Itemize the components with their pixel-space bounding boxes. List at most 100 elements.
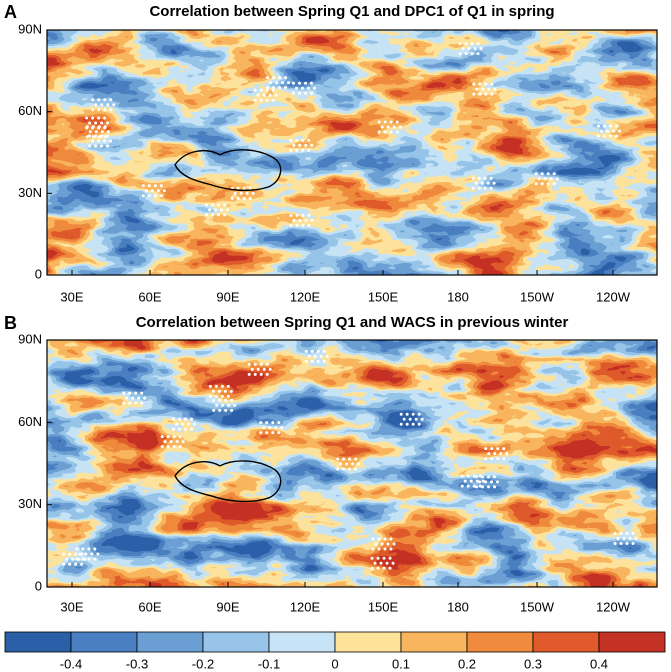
- colorbar-box: [532, 631, 600, 653]
- significance-dot: [322, 359, 326, 363]
- significance-dot: [269, 81, 273, 85]
- significance-dot: [253, 88, 257, 92]
- colorbar-box: [334, 631, 402, 653]
- colorbar-label: 0.1: [392, 656, 410, 671]
- significance-dot: [389, 547, 393, 551]
- significance-dot: [306, 86, 310, 90]
- lon-label: 30E: [60, 289, 83, 304]
- significance-dot: [492, 181, 496, 185]
- significance-dot: [184, 417, 188, 421]
- significance-dot: [600, 129, 604, 133]
- significance-dot: [287, 81, 291, 85]
- significance-dot: [298, 143, 302, 147]
- significance-dot: [478, 484, 482, 488]
- significance-dot: [103, 125, 107, 129]
- significance-dot: [385, 561, 389, 565]
- significance-dot: [625, 542, 629, 546]
- significance-dot: [301, 223, 305, 227]
- lat-label: 0: [35, 578, 42, 593]
- significance-dot: [147, 184, 151, 188]
- significance-dot: [217, 203, 221, 207]
- significance-dot: [295, 213, 299, 217]
- significance-dot: [106, 130, 110, 134]
- significance-dot: [208, 394, 212, 398]
- significance-dot: [175, 422, 179, 426]
- significance-dot: [271, 431, 275, 435]
- significance-dot: [480, 181, 484, 185]
- significance-dot: [141, 194, 145, 198]
- significance-dot: [466, 474, 470, 478]
- significance-dot: [625, 532, 629, 536]
- significance-dot: [405, 412, 409, 416]
- significance-dot: [603, 124, 607, 128]
- significance-dot: [631, 542, 635, 546]
- significance-dot: [272, 86, 276, 90]
- significance-dot: [291, 91, 295, 95]
- significance-dot: [277, 421, 281, 425]
- significance-dot: [62, 562, 66, 566]
- significance-dot: [348, 457, 352, 461]
- significance-dot: [253, 372, 257, 376]
- significance-dot: [172, 417, 176, 421]
- significance-dot: [490, 82, 494, 86]
- significance-dot: [109, 108, 113, 112]
- significance-dot: [259, 372, 263, 376]
- significance-dot: [303, 81, 307, 85]
- significance-dot: [543, 177, 547, 181]
- significance-dot: [297, 81, 301, 85]
- significance-dot: [597, 124, 601, 128]
- significance-dot: [304, 349, 308, 353]
- significance-dot: [208, 384, 212, 388]
- correlation-field: [47, 30, 657, 275]
- significance-dot: [613, 532, 617, 536]
- significance-dot: [399, 422, 403, 426]
- significance-dot: [226, 384, 230, 388]
- colorbar-label: 0: [331, 656, 338, 671]
- significance-dot: [469, 479, 473, 483]
- significance-dot: [221, 403, 225, 407]
- significance-dot: [487, 452, 491, 456]
- significance-dot: [233, 403, 237, 407]
- significance-dot: [300, 86, 304, 90]
- lon-label: 150E: [368, 289, 399, 304]
- significance-dot: [552, 182, 556, 186]
- significance-dot: [489, 176, 493, 180]
- significance-dot: [493, 475, 497, 479]
- significance-dot: [91, 98, 95, 102]
- lat-label: 60N: [18, 414, 42, 429]
- significance-dot: [357, 462, 361, 466]
- significance-dot: [609, 124, 613, 128]
- significance-dot: [408, 417, 412, 421]
- significance-dot: [256, 93, 260, 97]
- significance-dot: [478, 92, 482, 96]
- significance-dot: [377, 547, 381, 551]
- significance-dot: [178, 445, 182, 449]
- significance-dot: [97, 135, 101, 139]
- lat-label: 0: [35, 266, 42, 281]
- significance-dot: [253, 362, 257, 366]
- significance-dot: [103, 139, 107, 143]
- significance-dot: [128, 391, 132, 395]
- significance-dot: [87, 557, 91, 561]
- colorbar-box: [466, 631, 534, 653]
- significance-dot: [420, 417, 424, 421]
- significance-dot: [389, 537, 393, 541]
- significance-dot: [472, 484, 476, 488]
- significance-dot: [268, 426, 272, 430]
- significance-dot: [271, 98, 275, 102]
- significance-dot: [502, 457, 506, 461]
- significance-dot: [140, 401, 144, 405]
- significance-dot: [476, 42, 480, 46]
- significance-dot: [466, 484, 470, 488]
- significance-dot: [100, 103, 104, 107]
- colorbar-label: -0.2: [192, 656, 214, 671]
- significance-dot: [470, 42, 474, 46]
- significance-dot: [487, 475, 491, 479]
- significance-dot: [140, 391, 144, 395]
- significance-dot: [262, 367, 266, 371]
- lat-label: 30N: [18, 496, 42, 511]
- significance-dot: [178, 427, 182, 431]
- significance-dot: [458, 52, 462, 56]
- significance-dot: [256, 367, 260, 371]
- significance-dot: [475, 87, 479, 91]
